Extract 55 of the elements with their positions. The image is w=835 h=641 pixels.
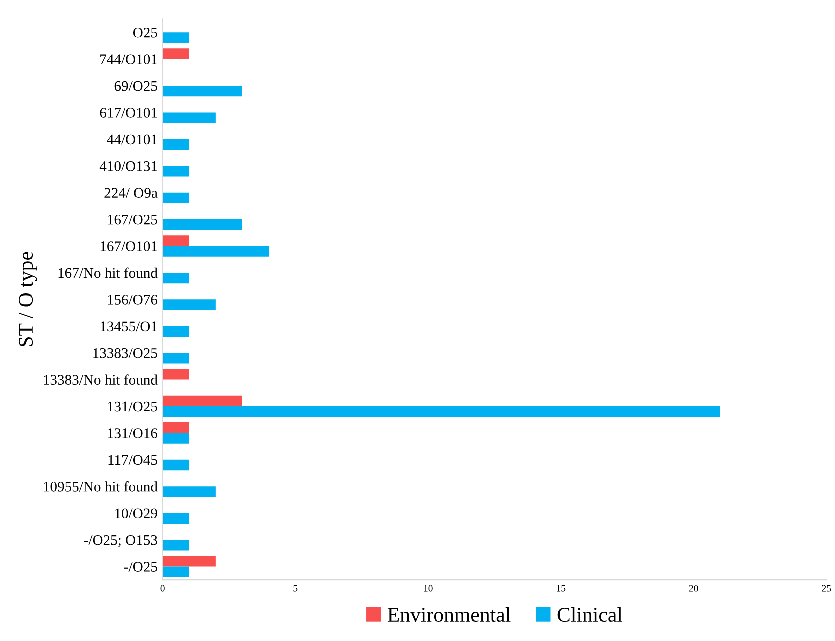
y-tick-label: 10/O29 <box>115 508 158 519</box>
y-tick-label: 156/O76 <box>108 295 158 305</box>
bar <box>162 48 190 60</box>
bar <box>162 246 270 257</box>
x-tick-label: 20 <box>689 585 698 592</box>
y-tick-label: 167/No hit found <box>58 268 158 278</box>
bar <box>162 139 190 150</box>
y-tick-label: 617/O101 <box>100 108 158 118</box>
y-tick-label: -/O25; O153 <box>84 535 158 548</box>
x-tick-label: 10 <box>424 585 433 592</box>
y-tick-label: 744/O101 <box>100 54 158 64</box>
x-tick-label: 5 <box>294 585 298 592</box>
bar <box>162 422 190 434</box>
bar <box>162 300 216 310</box>
bar <box>162 112 216 124</box>
bar <box>162 32 190 44</box>
bar <box>162 220 242 230</box>
bar <box>162 566 190 578</box>
bar <box>162 540 190 551</box>
bar <box>162 396 242 406</box>
y-tick-label: -/O25 <box>124 562 158 572</box>
y-tick-label: 167/O101 <box>100 242 158 252</box>
y-tick-label: 224/ O9a <box>104 188 158 198</box>
y-tick-label: 117/O45 <box>108 455 158 466</box>
bar <box>162 406 720 418</box>
bar <box>162 513 190 524</box>
y-tick-label: 44/O101 <box>107 134 158 145</box>
bar <box>162 353 190 364</box>
bar <box>162 369 190 380</box>
y-tick-label: 13383/No hit found <box>44 374 158 385</box>
x-tick-label: 0 <box>160 585 165 592</box>
bar <box>162 556 216 567</box>
y-tick-label: 69/O25 <box>114 81 158 92</box>
y-tick-label: 131/O16 <box>108 428 158 438</box>
y-tick-label: 10955/No hit found <box>44 481 158 492</box>
y-tick-label: 167/O25 <box>108 214 158 225</box>
y-axis-title: ST / O type <box>19 252 38 346</box>
bar <box>162 166 190 177</box>
y-tick-label: 13455/O1 <box>100 322 158 332</box>
legend-label: Clinical <box>558 607 623 622</box>
bar <box>162 86 242 97</box>
bar <box>162 236 190 246</box>
bar <box>162 433 190 444</box>
bar <box>162 272 190 284</box>
y-tick-label: 410/O131 <box>100 161 158 172</box>
x-tick-label: 15 <box>557 585 566 592</box>
y-tick-label: 13383/O25 <box>94 348 158 358</box>
legend-label: Environmental <box>388 607 511 622</box>
bar <box>162 486 216 498</box>
x-tick-label: 25 <box>822 585 832 592</box>
bar <box>162 460 190 471</box>
bar <box>162 326 190 338</box>
bar <box>162 192 190 204</box>
y-tick-label: 131/O25 <box>108 402 158 412</box>
y-tick-label: O25 <box>133 28 158 38</box>
